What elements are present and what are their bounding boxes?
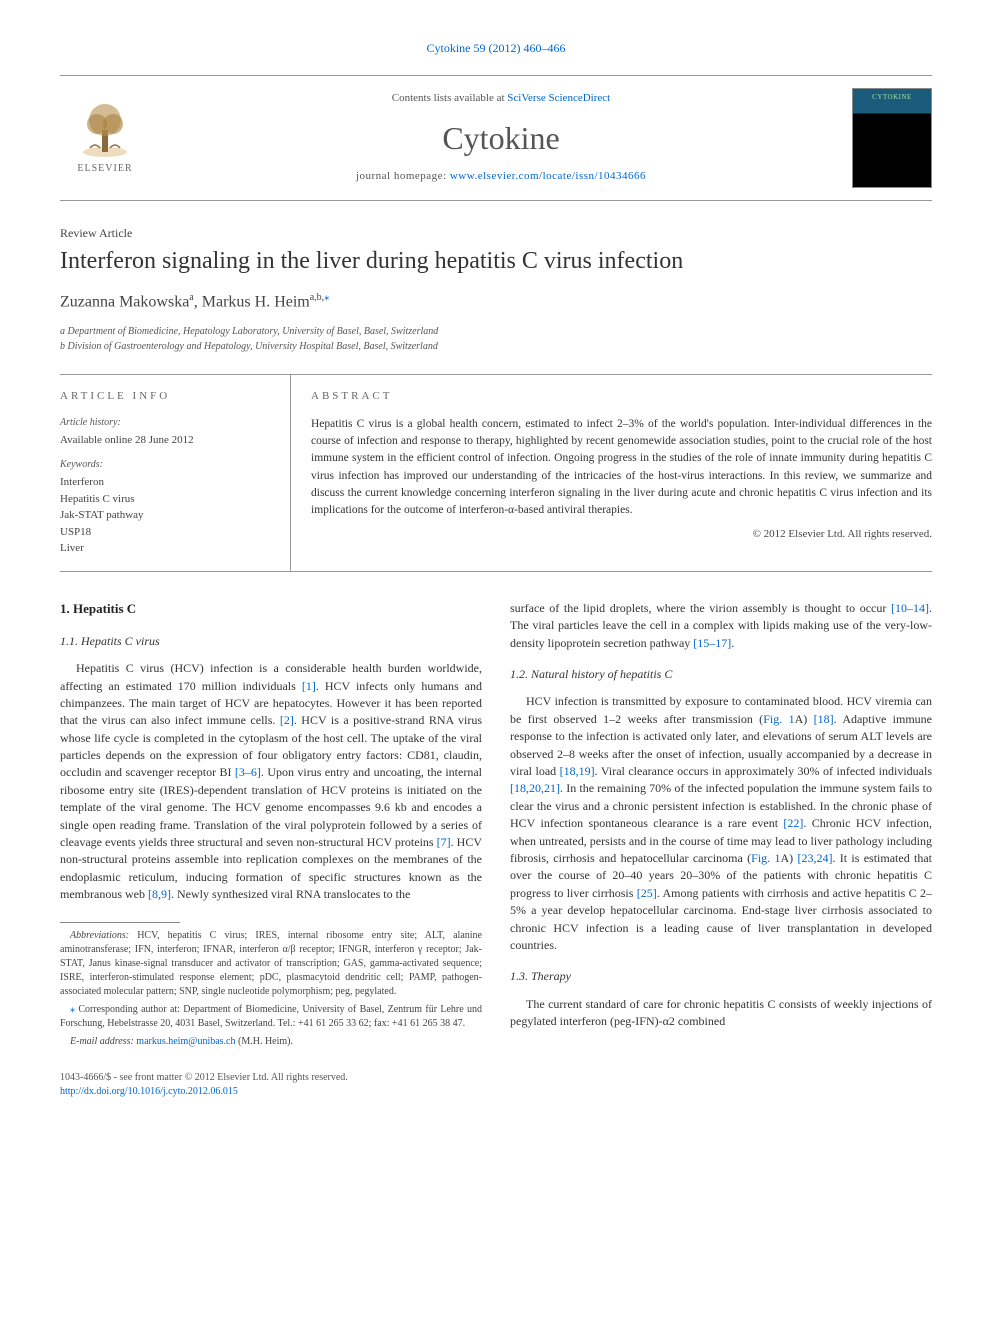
issn-line: 1043-4666/$ - see front matter © 2012 El…: [60, 1071, 932, 1085]
figure-link[interactable]: Fig. 1: [751, 851, 780, 865]
contents-available-line: Contents lists available at SciVerse Sci…: [150, 91, 852, 106]
corresponding-marker[interactable]: ⁎: [324, 292, 329, 303]
keyword: USP18: [60, 524, 260, 541]
subsection-1-3-heading: 1.3. Therapy: [510, 968, 932, 985]
citation-link[interactable]: [22]: [783, 816, 803, 830]
affiliation-a: a Department of Biomedicine, Hepatology …: [60, 324, 932, 339]
citation-link[interactable]: [15–17]: [693, 636, 731, 650]
citation-link[interactable]: [18]: [814, 712, 834, 726]
header-center: Contents lists available at SciVerse Sci…: [150, 91, 852, 185]
publisher-logo: ELSEVIER: [60, 98, 150, 178]
citation-link[interactable]: [25]: [637, 886, 657, 900]
citation-link[interactable]: [10–14]: [891, 601, 929, 615]
corresponding-footnote: ⁎ Corresponding author at: Department of…: [60, 1003, 482, 1031]
keyword: Interferon: [60, 474, 260, 491]
body-paragraph: surface of the lipid droplets, where the…: [510, 600, 932, 652]
author-2: Markus H. Heim: [202, 293, 310, 310]
page-footer: 1043-4666/$ - see front matter © 2012 El…: [60, 1071, 932, 1099]
email-footnote: E-mail address: markus.heim@unibas.ch (M…: [60, 1035, 482, 1049]
abstract-heading: ABSTRACT: [311, 389, 932, 404]
abstract-text: Hepatitis C virus is a global health con…: [311, 416, 932, 520]
author-list: Zuzanna Makowskaa, Markus H. Heima,b,⁎: [60, 291, 932, 314]
abbreviations-footnote: Abbreviations: HCV, hepatitis C virus; I…: [60, 929, 482, 999]
journal-name: Cytokine: [150, 116, 852, 161]
article-title: Interferon signaling in the liver during…: [60, 246, 932, 277]
author-1: Zuzanna Makowska: [60, 293, 189, 310]
citation-reference: Cytokine 59 (2012) 460–466: [60, 40, 932, 57]
footnotes: Abbreviations: HCV, hepatitis C virus; I…: [60, 929, 482, 1049]
homepage-url[interactable]: www.elsevier.com/locate/issn/10434666: [450, 170, 646, 182]
figure-link[interactable]: Fig. 1: [763, 712, 794, 726]
article-info-block: ARTICLE INFO Article history: Available …: [60, 375, 260, 571]
journal-header: ELSEVIER Contents lists available at Sci…: [60, 75, 932, 201]
keyword: Jak-STAT pathway: [60, 507, 260, 524]
abstract-block: ABSTRACT Hepatitis C virus is a global h…: [290, 375, 932, 571]
citation-link[interactable]: [18,19]: [560, 764, 595, 778]
journal-cover-thumb: CYTOKINE: [852, 88, 932, 188]
affiliation-b: b Division of Gastroenterology and Hepat…: [60, 339, 932, 354]
column-right: surface of the lipid droplets, where the…: [510, 600, 932, 1053]
doi-link[interactable]: http://dx.doi.org/10.1016/j.cyto.2012.06…: [60, 1085, 932, 1099]
author-2-affil: a,b,: [310, 292, 324, 303]
history-label: Article history:: [60, 416, 260, 430]
keywords-label: Keywords:: [60, 458, 260, 472]
body-paragraph: Hepatitis C virus (HCV) infection is a c…: [60, 660, 482, 903]
contents-prefix: Contents lists available at: [392, 92, 507, 104]
section-1-heading: 1. Hepatitis C: [60, 600, 482, 619]
homepage-prefix: journal homepage:: [356, 170, 450, 182]
citation-link[interactable]: [2]: [280, 713, 294, 727]
citation-link[interactable]: [7]: [437, 835, 451, 849]
publisher-name: ELSEVIER: [77, 162, 132, 176]
citation-link[interactable]: [3–6]: [235, 765, 261, 779]
footnote-rule: [60, 922, 180, 923]
journal-homepage-line: journal homepage: www.elsevier.com/locat…: [150, 169, 852, 184]
email-link[interactable]: markus.heim@unibas.ch: [136, 1036, 235, 1047]
citation-link[interactable]: [1]: [302, 679, 316, 693]
author-1-affil: a: [189, 292, 193, 303]
subsection-1-2-heading: 1.2. Natural history of hepatitis C: [510, 666, 932, 683]
body-paragraph: The current standard of care for chronic…: [510, 996, 932, 1031]
article-info-heading: ARTICLE INFO: [60, 389, 260, 404]
article-meta-row: ARTICLE INFO Article history: Available …: [60, 374, 932, 572]
column-left: 1. Hepatitis C 1.1. Hepatits C virus Hep…: [60, 600, 482, 1053]
elsevier-tree-icon: [75, 100, 135, 160]
body-paragraph: HCV infection is transmitted by exposure…: [510, 693, 932, 954]
keywords-list: Interferon Hepatitis C virus Jak-STAT pa…: [60, 474, 260, 557]
subsection-1-1-heading: 1.1. Hepatits C virus: [60, 633, 482, 650]
citation-link[interactable]: [18,20,21]: [510, 781, 560, 795]
keyword: Hepatitis C virus: [60, 491, 260, 508]
article-type: Review Article: [60, 225, 932, 242]
abstract-copyright: © 2012 Elsevier Ltd. All rights reserved…: [311, 527, 932, 542]
cover-title: CYTOKINE: [857, 93, 927, 103]
citation-link[interactable]: [8,9]: [148, 887, 171, 901]
affiliations: a Department of Biomedicine, Hepatology …: [60, 324, 932, 354]
citation-link[interactable]: [23,24]: [797, 851, 832, 865]
keyword: Liver: [60, 540, 260, 557]
body-columns: 1. Hepatitis C 1.1. Hepatits C virus Hep…: [60, 600, 932, 1053]
history-text: Available online 28 June 2012: [60, 432, 260, 449]
sciencedirect-link[interactable]: SciVerse ScienceDirect: [507, 92, 610, 104]
